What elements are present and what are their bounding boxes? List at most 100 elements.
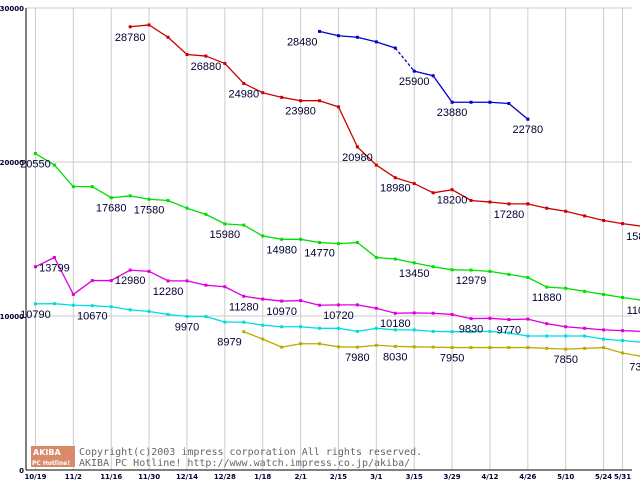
x-tick-label: 5/24 — [595, 473, 612, 480]
red-series-point — [355, 145, 359, 149]
red-series-segment — [337, 106, 358, 148]
red-series-segment — [224, 62, 245, 84]
red-series-tail-segment — [603, 219, 623, 225]
cyan-series-point — [450, 330, 454, 334]
olive-series-point — [280, 345, 284, 349]
series-layer — [33, 23, 640, 358]
magenta-series-segment — [622, 329, 640, 332]
olive-series-segment — [243, 331, 263, 340]
cyan-series-point — [431, 329, 435, 333]
green-series-point — [355, 241, 359, 245]
blue-series-point — [393, 46, 397, 50]
red-series-segment — [243, 82, 264, 94]
cyan-series-segment — [130, 309, 150, 313]
blue-series-point — [488, 100, 492, 104]
red-series-point — [374, 163, 378, 167]
magenta-series-point — [52, 255, 56, 259]
green-series-point — [261, 234, 265, 238]
cyan-series-segment — [357, 327, 377, 333]
olive-series-point — [261, 337, 265, 341]
magenta-series-point — [431, 311, 435, 315]
olive-series-segment — [262, 338, 282, 348]
magenta-series-segment — [186, 280, 207, 286]
blue-series-segment — [414, 70, 434, 77]
olive-series-data-label: 8030 — [383, 351, 407, 363]
magenta-series-data-label: 9770 — [497, 325, 521, 337]
olive-series-segment — [603, 346, 623, 354]
red-series-point — [507, 202, 511, 206]
green-series-point — [33, 152, 37, 156]
magenta-series-point — [621, 329, 625, 333]
red-series-segment — [205, 55, 226, 65]
x-tick-label: 3/29 — [444, 473, 461, 480]
red-series-point — [128, 25, 132, 29]
red-series-tail-point — [602, 219, 606, 223]
magenta-series-segment — [357, 304, 377, 309]
cyan-series-point — [602, 337, 606, 341]
green-series-data-label: 14770 — [304, 248, 335, 260]
red-series-data-label: 28780 — [115, 32, 146, 44]
y-tick-label: 30000 — [0, 5, 24, 13]
magenta-series-point — [71, 292, 75, 296]
green-series-point — [223, 222, 227, 226]
green-series-segment — [414, 262, 434, 268]
magenta-series-point — [450, 312, 454, 316]
magenta-series-point — [166, 279, 170, 283]
olive-series-data-label: 7380 — [629, 361, 640, 373]
red-series-segment — [130, 24, 150, 28]
red-series-point — [450, 188, 454, 192]
magenta-series-point — [185, 279, 189, 283]
green-series-point — [90, 185, 94, 189]
green-series-segment — [205, 213, 226, 225]
green-series-point — [507, 272, 511, 276]
cyan-series-point — [393, 328, 397, 332]
blue-series-segment — [489, 101, 509, 105]
magenta-series-segment — [224, 286, 245, 297]
olive-series-point — [242, 330, 246, 334]
red-series-point — [280, 95, 284, 99]
x-tick-label: 11/16 — [100, 473, 122, 480]
magenta-series-point — [261, 297, 265, 301]
red-series-data-label: 17280 — [494, 209, 525, 221]
magenta-series-segment — [584, 327, 604, 331]
x-tick-label: 5/31 — [614, 473, 631, 480]
green-series-point — [166, 199, 170, 202]
green-series-segment — [584, 290, 604, 296]
green-series-point — [602, 292, 606, 296]
cyan-series-segment — [167, 313, 188, 318]
green-series-segment — [489, 270, 510, 276]
magenta-series-point — [374, 306, 378, 310]
cyan-series-point — [261, 323, 265, 327]
green-series-segment — [186, 207, 207, 215]
logo-bottom-box — [31, 457, 75, 467]
olive-series-point — [393, 344, 397, 348]
olive-series-point — [488, 346, 492, 350]
red-series-point — [166, 35, 170, 39]
olive-series-point — [583, 346, 587, 350]
blue-series-data-label: 25900 — [399, 76, 430, 88]
red-series-tail-point — [564, 209, 568, 213]
olive-series-point — [621, 351, 625, 355]
green-series-segment — [300, 238, 320, 244]
logo-bottom-text: PC Hotline! — [32, 460, 70, 467]
magenta-series-point — [583, 326, 587, 330]
olive-series-point — [602, 346, 606, 350]
magenta-series-point — [33, 265, 37, 269]
magenta-series-point — [469, 317, 473, 321]
red-series-point — [242, 81, 246, 85]
url-line: AKIBA PC Hotline! http://www.watch.impre… — [79, 458, 410, 469]
blue-series-point — [336, 34, 340, 38]
olive-series-point — [318, 342, 322, 346]
cyan-series-segment — [205, 315, 226, 323]
green-series-segment — [470, 269, 491, 272]
red-series-segment — [356, 146, 377, 166]
magenta-series-segment — [130, 269, 150, 272]
red-series-tail-point — [545, 206, 549, 210]
blue-series-point — [431, 74, 435, 78]
cyan-series-point — [336, 326, 340, 330]
green-series-point — [109, 196, 113, 200]
green-series-data-label: 17580 — [134, 204, 165, 216]
cyan-series-segment — [262, 324, 282, 328]
olive-series-point — [431, 345, 435, 349]
red-series-tail-segment — [546, 207, 566, 212]
